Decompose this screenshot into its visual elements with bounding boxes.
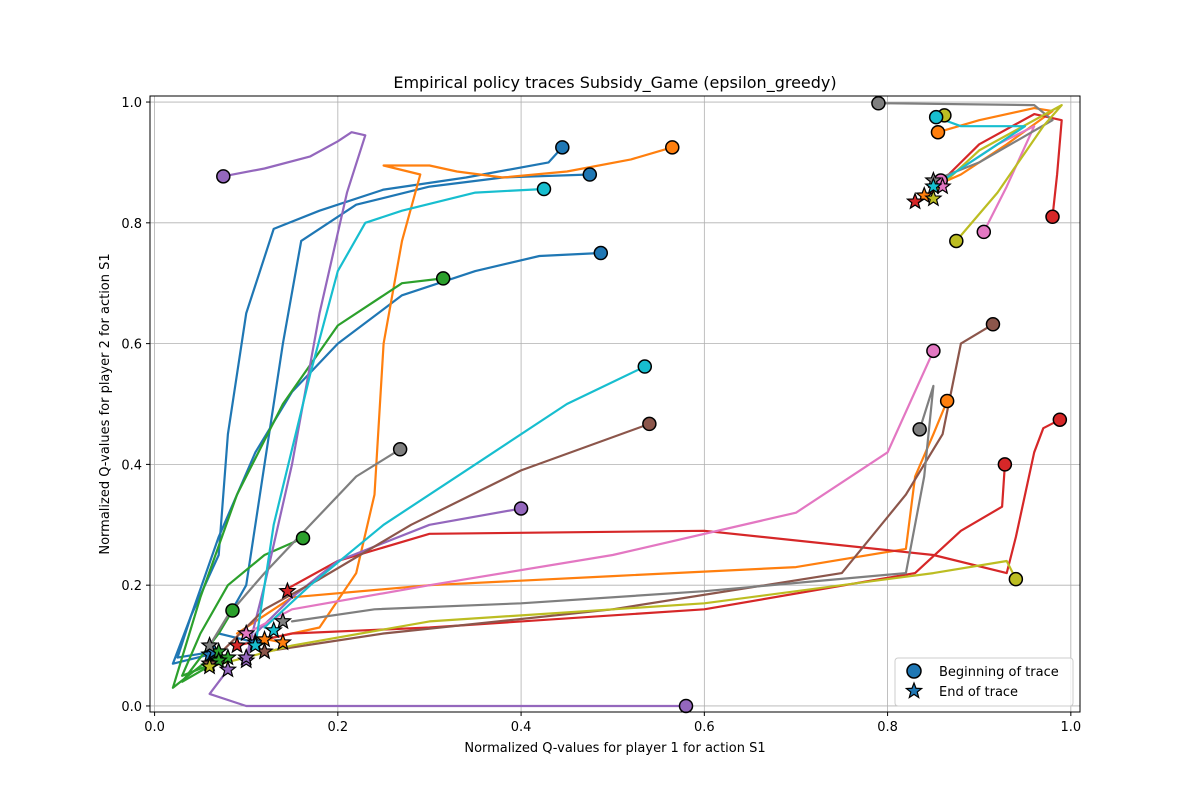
x-tick-label: 0.2 <box>327 720 348 735</box>
trace-end-point <box>924 176 943 195</box>
trace-lines <box>171 102 1063 708</box>
trace-line <box>932 115 1027 188</box>
x-tick-label: 0.4 <box>511 720 532 735</box>
trace-start-point <box>985 317 1001 332</box>
trace-start-point <box>216 169 231 184</box>
trace-line <box>263 146 674 641</box>
trace-start-point <box>1008 571 1024 587</box>
trace-start-markers <box>216 95 1068 714</box>
trace-end-point <box>236 623 256 642</box>
trace-line <box>281 418 1061 593</box>
trace-start-point <box>637 359 653 374</box>
trace-start-point <box>295 530 311 546</box>
trace-start-point <box>928 109 944 125</box>
trace-start-point <box>582 167 598 182</box>
trace-start-point <box>926 343 941 359</box>
legend-box <box>894 657 1074 707</box>
y-tick-label: 1.0 <box>121 96 142 111</box>
trace-end-point <box>915 185 934 204</box>
trace-start-point <box>949 233 964 249</box>
trace-line <box>181 609 234 683</box>
trace-end-point <box>218 660 238 678</box>
legend: Beginning of trace End of trace <box>894 657 1074 707</box>
trace-start-point <box>939 393 955 409</box>
trace-end-point <box>278 581 297 600</box>
trace-start-point <box>435 271 451 286</box>
trace-start-point <box>997 457 1013 472</box>
trace-start-point <box>513 501 529 516</box>
trace-start-point <box>536 181 552 197</box>
trace-start-point <box>976 224 992 240</box>
trace-start-point <box>665 140 680 155</box>
y-tick-label: 0.2 <box>121 579 142 594</box>
trace-line <box>263 365 646 632</box>
x-tick-label: 0.8 <box>877 720 898 735</box>
trace-line <box>932 103 1063 242</box>
trace-end-point <box>905 192 925 210</box>
trace-start-point <box>392 442 408 457</box>
chart-title: Empirical policy traces Subsidy_Game (ep… <box>393 73 836 93</box>
trace-line <box>235 399 949 644</box>
axis-ticks: 0.0 0.2 0.4 0.6 0.8 1.0 0.0 0.2 0.4 0.6 0.8 1.0 <box>121 96 1081 735</box>
y-tick-label: 0.0 <box>121 700 142 715</box>
trace-end-point <box>209 650 228 669</box>
y-tick-label: 0.8 <box>121 217 142 232</box>
trace-start-point <box>225 603 240 618</box>
trace-end-point <box>273 611 293 630</box>
trace-end-point <box>924 188 943 207</box>
trace-start-point <box>930 124 946 140</box>
x-tick-label: 0.6 <box>694 720 715 735</box>
trace-end-point <box>236 647 256 666</box>
trace-end-point <box>200 657 219 675</box>
trace-start-point <box>1045 209 1060 225</box>
legend-end-label: End of trace <box>939 685 1018 700</box>
trace-start-point <box>1052 412 1068 427</box>
grid <box>150 96 1080 712</box>
trace-line <box>171 277 445 689</box>
legend-start-marker <box>906 663 922 679</box>
trace-line <box>208 668 688 708</box>
trace-end-point <box>264 620 283 639</box>
trace-line <box>290 384 935 623</box>
trace-start-point <box>912 422 927 437</box>
x-tick-label: 1.0 <box>1060 720 1081 735</box>
legend-start-label: Beginning of trace <box>939 665 1059 680</box>
trace-line <box>877 102 1054 182</box>
trace-line <box>208 448 402 647</box>
trace-end-markers <box>200 170 952 678</box>
x-tick-label: 0.0 <box>144 720 165 735</box>
x-axis-label: Normalized Q-values for player 1 for act… <box>464 741 765 756</box>
trace-end-point <box>200 635 219 654</box>
trace-line <box>254 187 546 647</box>
trace-line <box>245 349 935 635</box>
trace-start-point <box>555 140 570 155</box>
trace-start-point <box>642 416 657 432</box>
trace-line <box>222 131 367 659</box>
trace-start-point <box>678 698 694 714</box>
plot-frame <box>149 95 1081 713</box>
legend-end-marker <box>904 681 924 699</box>
y-tick-label: 0.6 <box>121 338 142 353</box>
trace-end-point <box>227 635 247 654</box>
trace-line <box>208 559 1018 668</box>
y-tick-label: 0.4 <box>121 458 142 473</box>
trace-start-point <box>871 95 886 111</box>
trace-start-point <box>593 245 609 261</box>
trace-line <box>208 422 651 665</box>
trace-line <box>235 463 1007 647</box>
y-axis-label: Normalized Q-values for player 2 for act… <box>98 253 113 554</box>
trace-line <box>263 323 995 653</box>
trace-end-point <box>273 632 293 651</box>
trace-end-point <box>246 635 265 654</box>
